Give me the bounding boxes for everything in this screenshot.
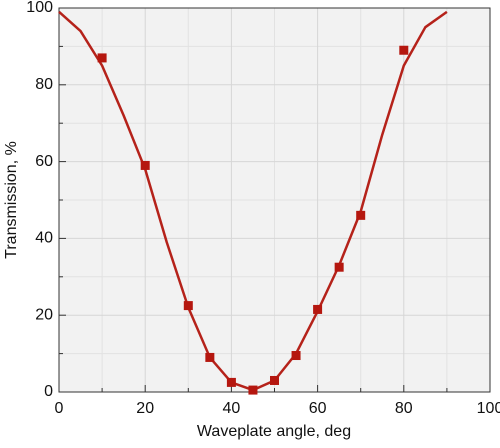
y-tick-label: 60 — [35, 153, 53, 170]
data-point — [226, 377, 236, 387]
data-point — [356, 210, 366, 220]
data-point — [313, 304, 323, 314]
data-point — [140, 160, 150, 170]
data-point — [248, 385, 258, 395]
x-tick-label: 60 — [309, 400, 327, 417]
data-point — [97, 53, 107, 63]
x-tick-label: 40 — [223, 400, 241, 417]
y-tick-label: 80 — [35, 76, 53, 93]
data-point — [399, 45, 409, 55]
data-point — [270, 375, 279, 385]
data-point — [183, 301, 193, 311]
y-tick-label: 20 — [35, 306, 53, 323]
y-axis-label: Transmission, % — [3, 141, 20, 259]
x-axis-label: Waveplate angle, deg — [197, 423, 351, 440]
data-point — [205, 352, 215, 362]
x-tick-label: 20 — [136, 400, 154, 417]
x-tick-label: 0 — [55, 400, 64, 417]
y-tick-label: 100 — [26, 0, 53, 16]
plot-frame — [58, 7, 491, 393]
data-point — [291, 351, 301, 361]
x-tick-label: 100 — [477, 400, 500, 417]
x-tick-label: 80 — [395, 400, 413, 417]
y-tick-label: 0 — [44, 383, 53, 400]
data-point — [334, 262, 344, 272]
y-tick-label: 40 — [35, 230, 53, 247]
